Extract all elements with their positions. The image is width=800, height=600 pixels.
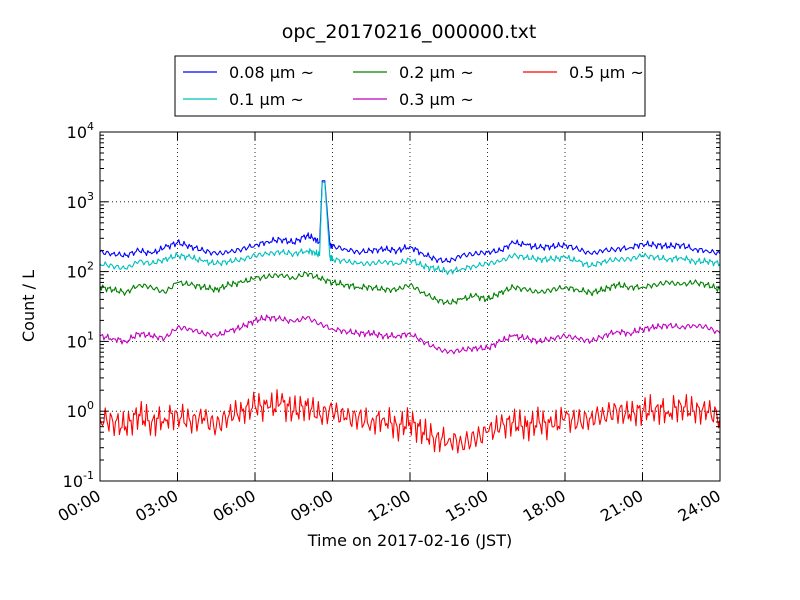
x-tick-label: 21:00 — [597, 486, 646, 526]
x-tick-label: 12:00 — [365, 486, 414, 526]
series-line — [99, 314, 721, 355]
y-tick-label-exponent: -1 — [83, 469, 94, 482]
y-tick-label-exponent: 2 — [87, 260, 94, 273]
legend-label: 0.1 μm ~ — [229, 90, 304, 109]
x-tick-label: 24:00 — [675, 486, 724, 526]
legend-frame — [174, 55, 646, 117]
series-line — [99, 271, 721, 306]
plot-series-group — [99, 180, 721, 454]
x-tick-label: 18:00 — [520, 486, 569, 526]
y-tick-label: 100 — [67, 399, 94, 421]
y-tick-label: 104 — [67, 120, 94, 142]
series-line — [99, 180, 721, 264]
series-line — [99, 389, 721, 454]
series-line — [99, 181, 721, 276]
y-tick-label: 10-1 — [63, 469, 94, 491]
legend-label: 0.3 μm ~ — [399, 90, 474, 109]
plot-gridlines — [100, 132, 720, 481]
y-tick-label: 101 — [67, 329, 94, 351]
x-tick-label: 03:00 — [132, 486, 181, 526]
y-tick-label-base: 10 — [67, 193, 87, 212]
y-tick-label-exponent: 3 — [87, 190, 94, 203]
legend-label: 0.08 μm ~ — [229, 63, 314, 82]
y-tick-label: 103 — [67, 190, 94, 212]
x-axis-label: Time on 2017-02-16 (JST) — [307, 531, 512, 550]
y-axis-label: Count / L — [19, 270, 38, 342]
chart-legend: 0.08 μm ~ 0.1 μm ~ 0.2 μm ~ 0.3 μm ~ 0.5 μm … — [174, 55, 646, 117]
x-tick-label: 15:00 — [442, 486, 491, 526]
y-tick-label: 102 — [67, 260, 94, 282]
x-tick-label: 09:00 — [287, 486, 336, 526]
chart-title: opc_20170216_000000.txt — [282, 21, 537, 43]
y-tick-label-exponent: 4 — [87, 120, 94, 133]
y-tick-label-base: 10 — [67, 123, 87, 142]
y-tick-label-base: 10 — [63, 472, 83, 491]
y-tick-label-exponent: 1 — [87, 329, 94, 342]
y-tick-label-base: 10 — [67, 332, 87, 351]
y-tick-label-exponent: 0 — [87, 399, 94, 412]
legend-label: 0.2 μm ~ — [399, 63, 474, 82]
x-tick-label: 06:00 — [210, 486, 259, 526]
x-tick-label: 00:00 — [55, 486, 104, 526]
legend-label: 0.5 μm ~ — [569, 63, 644, 82]
y-tick-label-base: 10 — [67, 263, 87, 282]
y-tick-label-base: 10 — [67, 402, 87, 421]
